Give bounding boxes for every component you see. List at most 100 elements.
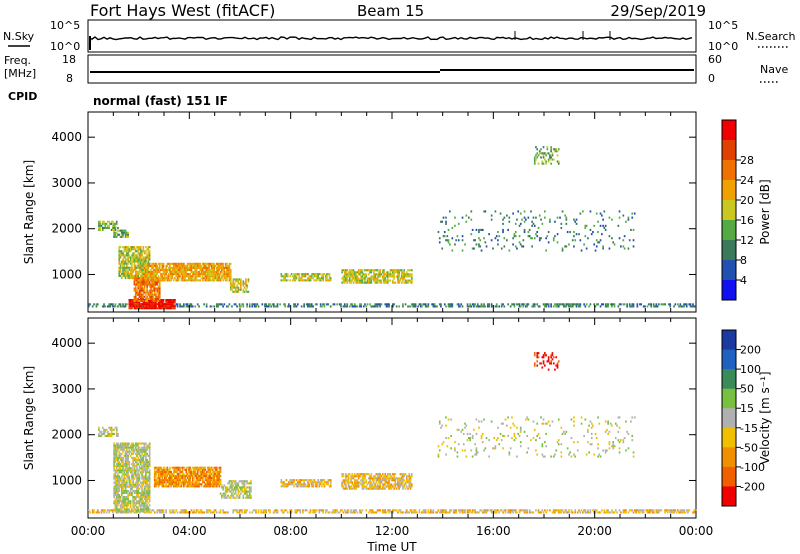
heatmap-cell-region-2: [118, 463, 121, 466]
heatmap-cell-region-0: [547, 305, 550, 308]
heatmap-cell-region-6: [167, 279, 170, 282]
heatmap-cell-region-5: [303, 481, 305, 484]
heatmap-cell-region-6: [354, 485, 356, 488]
heatmap-cell-region-3: [167, 468, 170, 471]
heatmap-cell-region-1: [151, 307, 153, 310]
heatmap-cell-region-3: [204, 468, 207, 471]
heatmap-cell-region-6: [186, 262, 189, 265]
heatmap-cell-region-4: [122, 246, 124, 249]
heatmap-cell-region-1: [145, 305, 147, 308]
heatmap-cell-region-7: [237, 282, 240, 285]
heatmap-cell-region-2: [117, 473, 119, 476]
heatmap-cell-region-3: [208, 479, 210, 482]
heatmap-cell-region-4: [250, 482, 252, 485]
heatmap-cell-region-0: [103, 511, 105, 514]
heatmap-cell-region-2: [138, 500, 141, 503]
heatmap-cell-region-6: [227, 275, 229, 278]
heatmap-cell-region-8: [299, 279, 302, 282]
heatmap-cell-region-4: [231, 484, 233, 487]
heatmap-cell-region-1: [164, 305, 166, 308]
heatmap-cell-region-3: [126, 235, 128, 238]
heatmap-cell-region-8: [310, 277, 313, 280]
heatmap-cell-region-5: [137, 299, 140, 302]
heatmap-cell-region-1: [109, 428, 112, 431]
heatmap-cell-region-0: [96, 509, 99, 512]
heatmap-cell-region-3: [117, 229, 119, 232]
heatmap-cell-region-0: [422, 303, 425, 306]
heatmap-cell-region-6: [160, 269, 162, 272]
heatmap-cell-region-2: [132, 483, 134, 486]
heatmap-cell-region-4: [142, 258, 145, 261]
heatmap-cell-region-0: [351, 511, 354, 514]
heatmap-cell-region-6: [203, 264, 205, 267]
heatmap-cell-region-6: [160, 279, 162, 282]
heatmap-cell-region-2: [115, 475, 118, 478]
heatmap-cell-region-0: [545, 511, 547, 514]
heatmap-cell-region-7: [240, 284, 242, 287]
heatmap-cell-region-2: [134, 465, 137, 468]
heatmap-cell-region-10: [497, 239, 499, 242]
heatmap-cell-region-2: [112, 220, 114, 223]
heatmap-cell-region-4: [148, 274, 151, 277]
heatmap-cell-region-2: [114, 465, 117, 468]
heatmap-cell-region-2: [109, 222, 112, 225]
heatmap-cell-region-6: [210, 273, 213, 276]
heatmap-cell-region-2: [107, 224, 109, 227]
heatmap-cell-region-0: [96, 511, 99, 514]
heatmap-cell-region-5: [153, 287, 156, 290]
heatmap-cell-region-0: [313, 511, 316, 514]
heatmap-cell-region-7: [236, 280, 238, 283]
heatmap-cell-region-8: [310, 275, 313, 278]
heatmap-cell-region-0: [527, 303, 530, 306]
heatmap-cell-region-1: [115, 426, 118, 429]
heatmap-cell-region-0: [93, 303, 95, 306]
heatmap-cell-region-2: [146, 481, 148, 484]
heatmap-cell-region-9: [354, 277, 356, 280]
heatmap-cell-region-2: [122, 485, 124, 488]
heatmap-cell-region-2: [117, 498, 119, 501]
heatmap-cell-region-6: [376, 485, 379, 488]
heatmap-cell-region-10: [490, 218, 493, 221]
heatmap-cell-region-4: [124, 254, 127, 257]
heatmap-cell-region-3: [181, 483, 184, 486]
heatmap-cell-region-0: [404, 511, 407, 514]
heatmap-cell-region-0: [351, 305, 354, 308]
heatmap-cell-region-0: [305, 509, 308, 512]
heatmap-cell-region-2: [132, 475, 134, 478]
heatmap-cell-region-3: [212, 479, 214, 482]
heatmap-cell-region-0: [309, 303, 312, 306]
heatmap-cell-region-10: [540, 218, 542, 221]
heatmap-cell-region-3: [184, 477, 186, 480]
heatmap-cell-region-0: [186, 305, 189, 308]
heatmap-cell-region-5: [138, 285, 141, 288]
heatmap-cell-region-9: [370, 281, 373, 284]
heatmap-cell-region-0: [461, 305, 464, 308]
heatmap-cell-region-5: [284, 485, 286, 488]
heatmap-cell-region-8: [328, 277, 331, 280]
heatmap-cell-region-10: [531, 220, 533, 223]
heatmap-cell-region-4: [123, 246, 126, 249]
heatmap-cell-region-0: [689, 303, 692, 306]
heatmap-cell-region-4: [133, 264, 136, 267]
heatmap-cell-region-6: [195, 279, 198, 282]
heatmap-cell-region-4: [136, 270, 138, 273]
heatmap-cell-region-2: [123, 477, 126, 480]
heatmap-cell-region-4: [129, 268, 132, 271]
heatmap-cell-region-0: [198, 305, 200, 308]
heatmap-cell-region-9: [378, 279, 380, 282]
heatmap-cell-region-0: [511, 509, 513, 512]
heatmap-cell-region-0: [658, 509, 660, 512]
heatmap-cell-region-5: [142, 279, 145, 282]
heatmap-cell-region-1: [165, 305, 167, 308]
heatmap-cell-region-3: [217, 479, 219, 482]
heatmap-cell-region-0: [663, 303, 665, 306]
heatmap-cell-region-11: [557, 160, 560, 163]
heatmap-cell-region-6: [158, 271, 161, 274]
heatmap-cell-region-0: [660, 509, 663, 512]
heatmap-cell-region-3: [203, 475, 205, 478]
heatmap-cell-region-5: [299, 479, 302, 482]
heatmap-cell-region-4: [126, 248, 128, 251]
heatmap-cell-region-0: [365, 305, 368, 308]
heatmap-cell-region-6: [189, 279, 191, 282]
heatmap-cell-region-1: [98, 428, 100, 431]
